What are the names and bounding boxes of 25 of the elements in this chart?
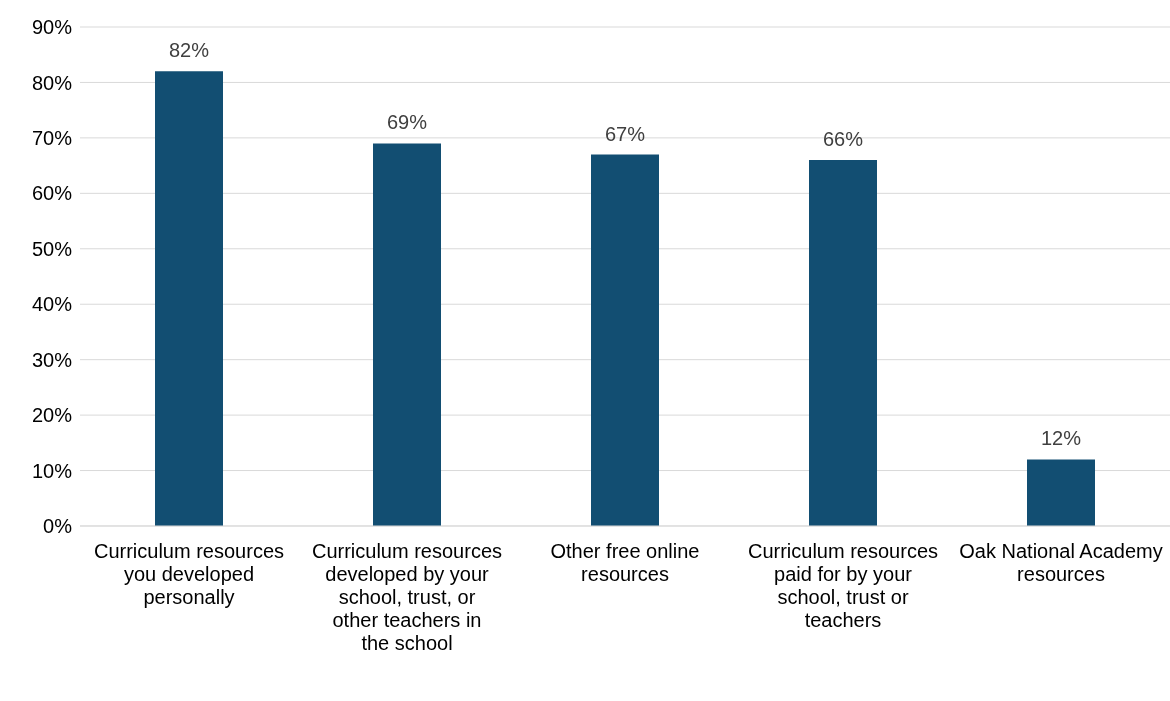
x-tick-label: Curriculum resources paid for by your school, trust or teachers	[747, 540, 939, 631]
data-label: 69%	[386, 111, 428, 134]
bar	[809, 160, 877, 526]
y-tick-label: 90%	[31, 16, 73, 39]
bar	[1027, 459, 1095, 526]
y-tick-label: 80%	[31, 71, 73, 94]
y-tick-label: 30%	[31, 348, 73, 371]
y-tick-label: 0%	[43, 515, 73, 538]
bar	[373, 143, 441, 526]
x-tick-label: Other free online resources	[550, 540, 700, 585]
y-tick-label: 20%	[31, 404, 73, 427]
x-tick-label: Curriculum resources you developed personally	[93, 540, 285, 608]
y-tick-label: 10%	[31, 459, 73, 482]
y-tick-label: 70%	[31, 126, 73, 149]
x-tick-label: Oak National Academy resources	[959, 540, 1163, 585]
y-tick-label: 60%	[31, 182, 73, 205]
data-label: 66%	[822, 128, 864, 151]
data-label: 82%	[168, 39, 210, 62]
y-tick-label: 40%	[31, 293, 73, 316]
data-label: 12%	[1040, 427, 1082, 450]
x-tick-label: Curriculum resources developed by your school, trust, or other teachers in the school	[311, 540, 503, 654]
y-tick-label: 50%	[31, 237, 73, 260]
bar	[155, 71, 223, 526]
bar	[591, 154, 659, 526]
data-label: 67%	[604, 122, 646, 145]
